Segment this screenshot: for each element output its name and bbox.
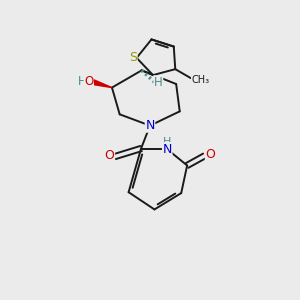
- Text: H: H: [78, 75, 87, 88]
- Text: N: N: [163, 142, 172, 156]
- Text: O: O: [105, 149, 115, 162]
- Text: H: H: [154, 76, 163, 89]
- Polygon shape: [93, 80, 112, 88]
- Text: CH₃: CH₃: [191, 75, 210, 85]
- Text: S: S: [129, 51, 137, 64]
- Text: O: O: [206, 148, 215, 161]
- Text: H: H: [163, 137, 171, 147]
- Text: N: N: [145, 119, 155, 132]
- Text: O: O: [84, 75, 93, 88]
